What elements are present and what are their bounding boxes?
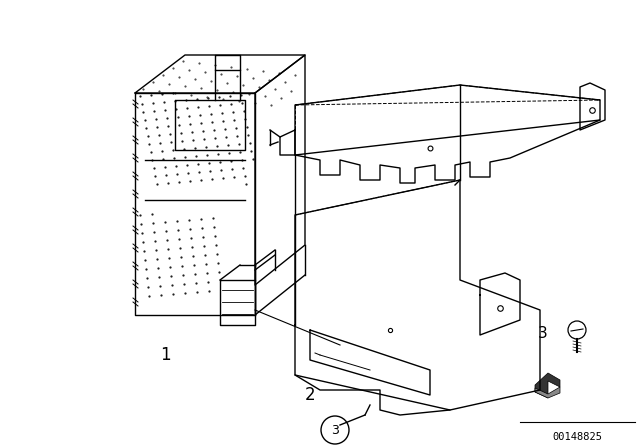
Text: 2: 2 <box>305 386 316 404</box>
Text: 3: 3 <box>538 326 548 340</box>
Text: 3: 3 <box>331 423 339 436</box>
Polygon shape <box>535 373 560 398</box>
Text: 1: 1 <box>160 346 170 364</box>
Text: 00148825: 00148825 <box>552 432 602 442</box>
Polygon shape <box>535 387 560 398</box>
